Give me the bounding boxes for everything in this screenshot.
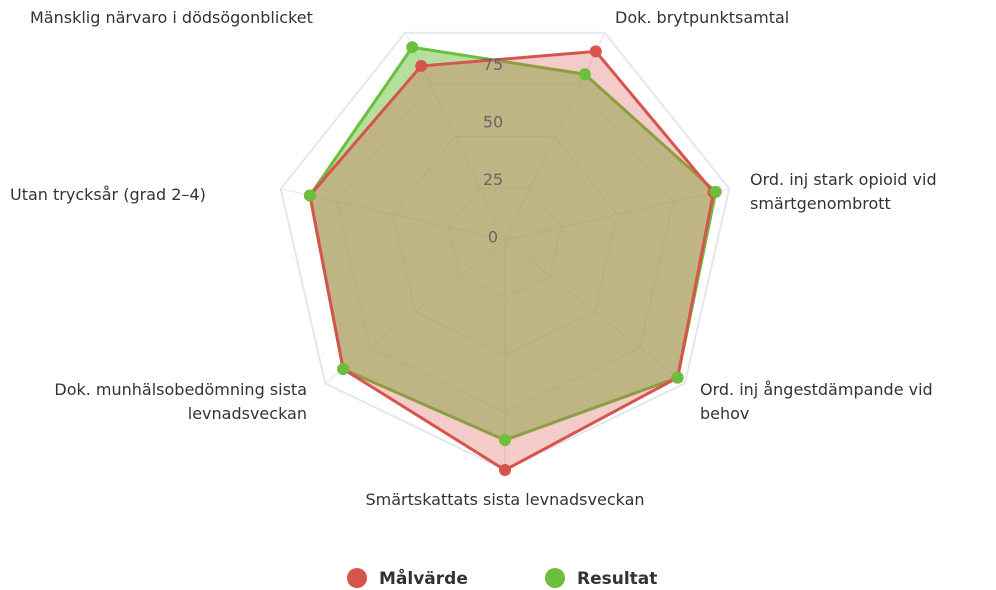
category-label: Utan trycksår (grad 2–4) [10,185,206,204]
series-area [308,49,716,472]
legend-marker [347,568,367,588]
point [499,434,511,447]
point [499,464,511,476]
y-tick-label: 75 [483,55,503,74]
outer-frame [279,31,731,472]
y-tick-label: 0 [488,228,498,247]
point [671,371,684,384]
category-label: Mänsklig närvaro i dödsögonblicket [30,8,313,27]
y-tick-label: 25 [483,170,503,189]
category-label: Dok. brytpunktsamtal [615,8,790,27]
point [578,68,591,81]
category-label: Smärtskattats sista levnadsveckan [365,490,645,509]
point [589,45,602,58]
y-tick-label: 50 [483,113,503,132]
legend-label: Resultat [577,569,657,589]
category-label: Dok. munhälsobedömning sista levnadsveck… [54,380,307,423]
point [337,363,350,376]
category-label: Ord. inj stark opioid vid smärtgenombrot… [750,170,937,213]
legend-marker [545,568,565,588]
point [303,189,316,202]
category-label: Ord. inj ångestdämpande vid behov [700,380,933,423]
point [709,185,722,198]
point [415,59,428,72]
point [406,41,419,54]
legend-label: Målvärde [379,567,468,589]
